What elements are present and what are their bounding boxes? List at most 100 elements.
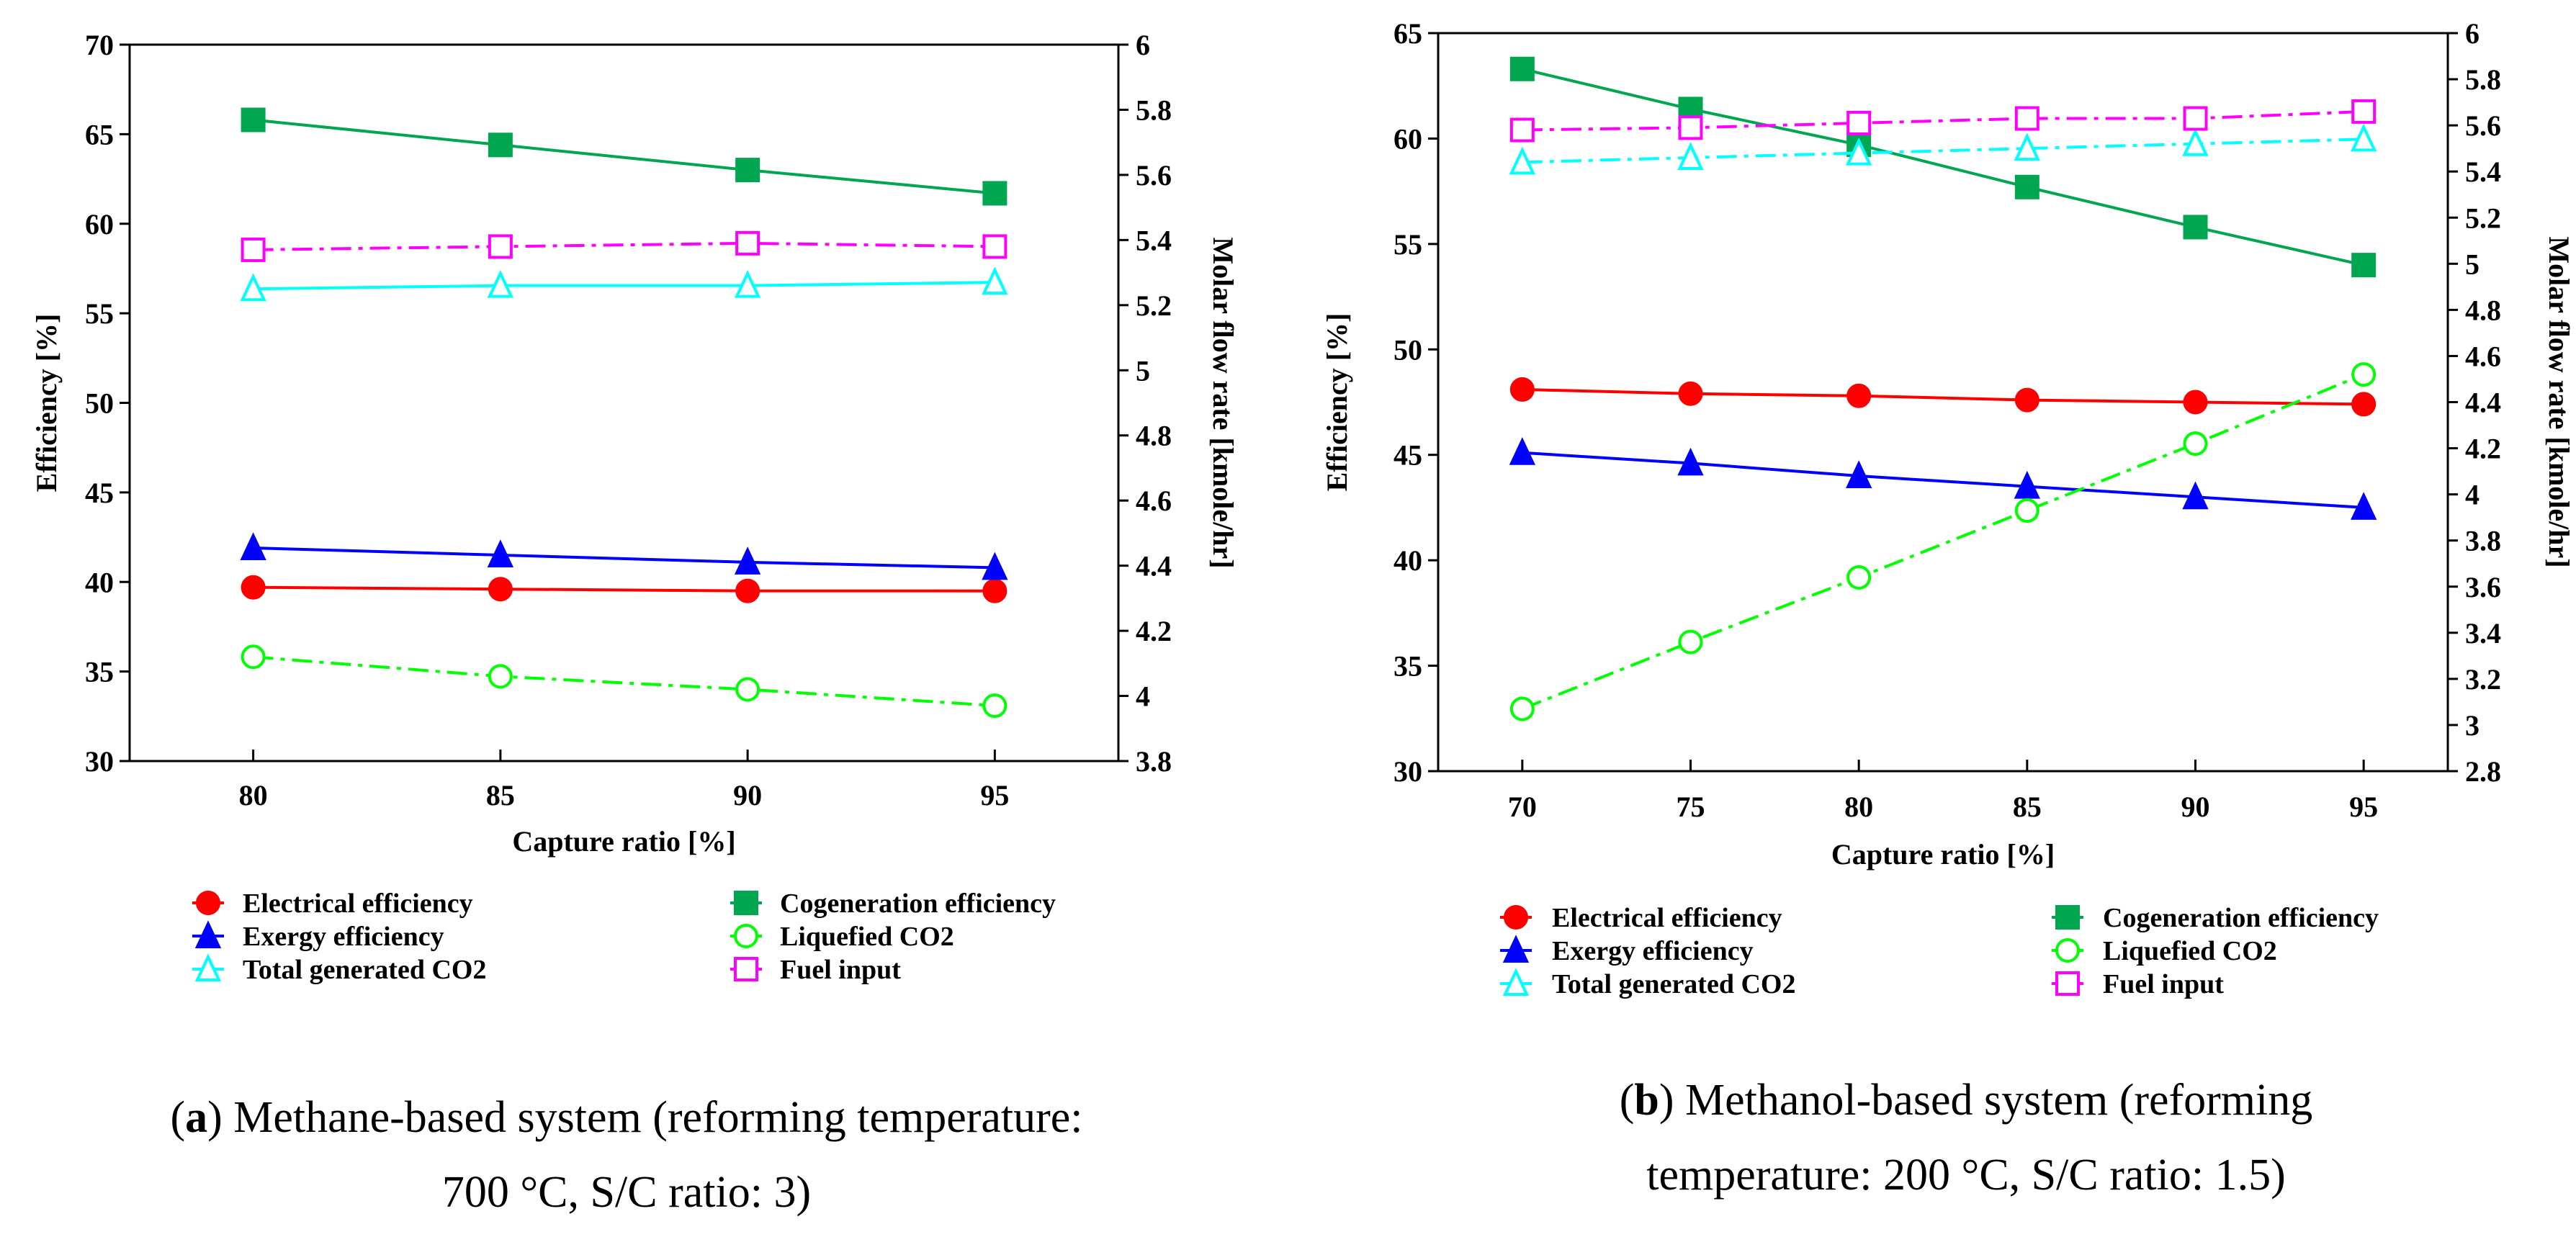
data-point — [735, 677, 760, 702]
data-point — [735, 158, 760, 183]
legend-label: Fuel input — [2103, 969, 2224, 999]
y-tick-label: 50 — [85, 387, 114, 420]
data-point — [2014, 498, 2039, 523]
series-cogeneration-efficiency — [241, 107, 1007, 206]
data-point — [734, 546, 761, 575]
caption-a: (a) Methane-based system (reforming temp… — [170, 1093, 1083, 1217]
y-tick-label: 70 — [85, 29, 114, 61]
legend-label: Fuel input — [780, 955, 901, 985]
y2-tick-label: 4.2 — [1136, 615, 1172, 647]
series-exergy-efficiency — [240, 532, 1008, 580]
data-point — [1509, 146, 1535, 175]
data-point — [982, 234, 1007, 259]
y2-tick-label: 5.4 — [1136, 224, 1172, 256]
x-tick-label: 90 — [2181, 791, 2210, 823]
data-point — [488, 234, 513, 259]
caption-a-line2: 700 °C, S/C ratio: 3) — [441, 1168, 812, 1217]
legend-item: Exergy efficiency — [1500, 935, 1754, 966]
y2-tick-label: 4.4 — [2465, 387, 2501, 419]
legend-marker — [194, 953, 222, 981]
legend-item: Cogeneration efficiency — [2052, 903, 2379, 933]
y2-axis-title: Molar flow rate [kmole/hr] — [2543, 236, 2575, 567]
data-point — [1677, 447, 1704, 476]
data-point — [1678, 381, 1703, 406]
y2-tick-label: 5.8 — [2465, 63, 2501, 96]
data-point — [2182, 481, 2209, 510]
data-point — [1846, 383, 1872, 408]
legend-marker — [1502, 968, 1530, 996]
legend-label: Total generated CO2 — [243, 955, 486, 985]
series-line — [253, 281, 995, 291]
data-point — [1509, 377, 1535, 402]
y2-tick-label: 6 — [2465, 17, 2479, 50]
data-point — [241, 575, 266, 600]
data-point — [241, 237, 266, 262]
data-point — [487, 269, 514, 298]
data-point — [240, 273, 266, 302]
x-tick-label: 75 — [1677, 791, 1705, 823]
x-tick-label: 95 — [2349, 791, 2378, 823]
y2-tick-label: 5.8 — [1136, 94, 1172, 126]
y2-axis-title: Molar flow rate [kmole/hr] — [1207, 237, 1239, 568]
x-tick-label: 95 — [980, 779, 1009, 811]
caption-b: (b) Methanol-based system (reforming tem… — [1619, 1076, 2313, 1200]
legend-marker — [2055, 971, 2080, 996]
legend-marker — [1504, 905, 1528, 930]
y2-tick-label: 3.8 — [2465, 525, 2501, 557]
data-point — [982, 181, 1007, 206]
y-tick-label: 40 — [1394, 544, 1422, 577]
series-line — [1522, 387, 2364, 406]
data-point — [2014, 132, 2040, 161]
y2-tick-label: 4.8 — [1136, 420, 1172, 452]
y2-tick-label: 5 — [1136, 354, 1150, 387]
y2-tick-label: 2.8 — [2465, 755, 2501, 788]
y2-tick-label: 4 — [1136, 680, 1150, 713]
legend-label: Liquefied CO2 — [2103, 936, 2277, 966]
data-point — [241, 107, 266, 132]
data-point — [1509, 437, 1535, 465]
data-point — [2351, 253, 2377, 278]
legend-label: Cogeneration efficiency — [2103, 903, 2379, 933]
data-point — [1846, 564, 1872, 590]
series-total-generated-co2 — [1509, 123, 2377, 175]
y2-tick-label: 3.4 — [2465, 617, 2501, 649]
data-point — [2183, 390, 2208, 415]
data-point — [982, 693, 1007, 719]
x-axis-title: Capture ratio [%] — [1831, 838, 2055, 871]
data-point — [734, 269, 761, 298]
series-total-generated-co2 — [240, 266, 1008, 302]
data-point — [982, 552, 1008, 580]
y2-tick-label: 5.2 — [2465, 202, 2501, 234]
data-point — [241, 644, 266, 670]
legend-item: Exergy efficiency — [192, 920, 444, 952]
data-point — [2014, 174, 2039, 199]
data-point — [735, 578, 760, 603]
series-line — [253, 655, 995, 708]
y-tick-label: 30 — [85, 745, 114, 778]
y-tick-label: 35 — [85, 656, 114, 688]
legend-label: Exergy efficiency — [1552, 936, 1754, 966]
y2-tick-label: 3.6 — [2465, 571, 2501, 603]
legend-item: Fuel input — [730, 955, 901, 985]
y2-tick-label: 4.4 — [1136, 550, 1172, 582]
series-line — [1522, 67, 2364, 267]
legend-marker — [2055, 905, 2080, 930]
data-point — [2014, 106, 2039, 131]
series-cogeneration-efficiency — [1509, 56, 2377, 278]
legend-marker — [734, 957, 758, 981]
data-point — [488, 132, 513, 158]
y2-tick-label: 4.2 — [2465, 433, 2501, 465]
data-point — [1677, 142, 1704, 170]
y2-tick-label: 4.8 — [2465, 294, 2501, 326]
caption-b-label: b — [1634, 1076, 1659, 1125]
legend-label: Cogeneration efficiency — [780, 889, 1056, 919]
y-tick-label: 45 — [1394, 439, 1422, 472]
legend-marker — [2055, 938, 2080, 963]
y-tick-label: 65 — [85, 118, 114, 150]
y2-tick-label: 3 — [2465, 709, 2479, 742]
data-point — [1509, 696, 1535, 721]
series-electrical-efficiency — [241, 575, 1007, 603]
caption-a-label: a — [185, 1093, 208, 1142]
legend-marker — [734, 891, 758, 915]
